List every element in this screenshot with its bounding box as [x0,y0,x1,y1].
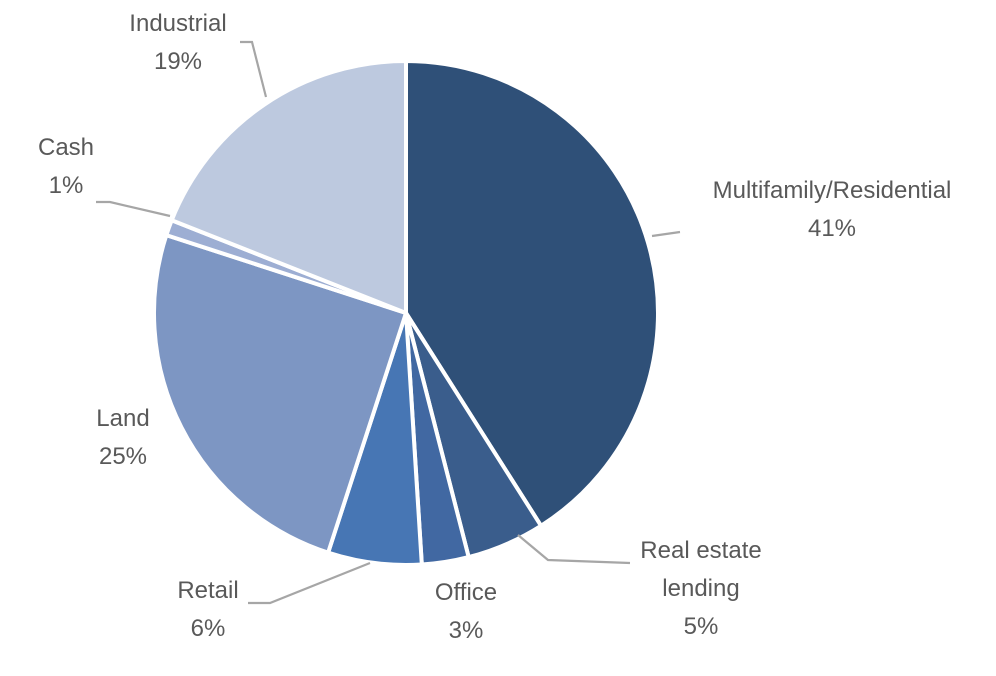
slice-name: Cash [38,134,94,161]
slice-label-real-estate-lending: Real estate lending 5% [640,537,761,640]
pie-slices [151,59,660,567]
slice-name: Multifamily/Residential [713,177,952,204]
slice-label-land: Land 25% [96,405,149,470]
slice-value: 5% [684,613,719,640]
slice-label-retail: Retail 6% [177,577,238,642]
slice-value: 41% [808,215,856,242]
pie-slice-industrial [169,59,408,315]
slice-value: 19% [154,48,202,75]
leader-line-industrial [240,40,268,98]
slice-label-industrial: Industrial 19% [129,10,226,75]
slice-value: 25% [99,443,147,470]
leader-line-real-estate-lending [517,534,631,565]
slice-value: 3% [449,617,484,644]
slice-name: Office [435,579,497,606]
slice-value: 1% [49,172,84,199]
slice-name: lending [662,575,739,602]
leader-line-multifamily-residential [651,230,681,238]
slice-labels: Multifamily/Residential 41% Real estate len… [38,10,951,644]
leader-line-cash [96,200,171,218]
slice-value: 6% [191,615,226,642]
slice-label-office: Office 3% [435,579,497,644]
slice-label-multifamily-residential: Multifamily/Residential 41% [713,177,952,242]
slice-label-cash: Cash 1% [38,134,94,199]
pie-slice-land [151,233,408,555]
slice-name: Real estate [640,537,761,564]
leader-line-retail [248,561,371,605]
slice-name: Retail [177,577,238,604]
leader-lines [96,40,681,605]
slice-name: Industrial [129,10,226,37]
slice-name: Land [96,405,149,432]
